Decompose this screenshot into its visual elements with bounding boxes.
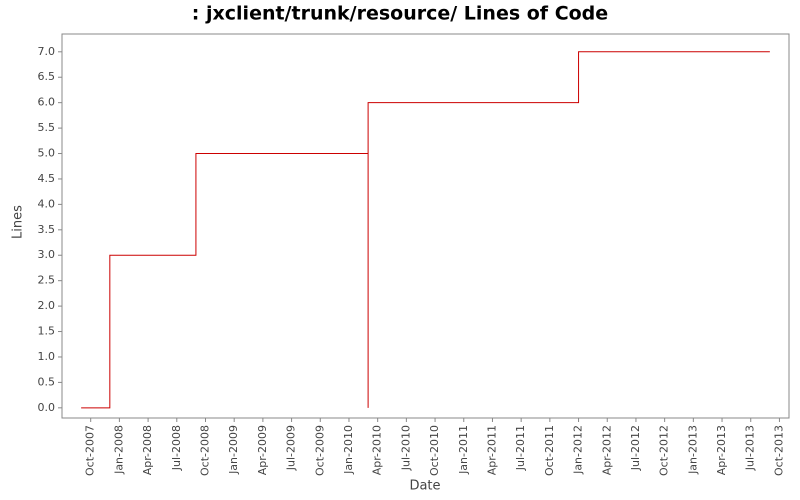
x-tick-label: Oct-2010 <box>428 425 441 476</box>
x-tick-label: Jan-2008 <box>112 425 125 475</box>
y-tick-label: 2.5 <box>38 274 56 287</box>
x-tick-label: Oct-2012 <box>658 425 671 476</box>
x-tick-label: Apr-2013 <box>715 425 728 475</box>
x-tick-label: Apr-2010 <box>371 425 384 475</box>
x-tick-label: Oct-2009 <box>313 425 326 476</box>
plot-area <box>61 33 790 419</box>
y-tick-label: 4.5 <box>38 172 56 185</box>
chart-title: : jxclient/trunk/resource/ Lines of Code <box>192 3 608 25</box>
x-tick-label: Oct-2007 <box>84 425 97 476</box>
y-tick-label: 0.0 <box>38 401 56 414</box>
x-tick-label: Apr-2008 <box>141 425 154 475</box>
x-tick-label: Apr-2009 <box>256 425 269 475</box>
x-tick-label: Jul-2011 <box>514 425 527 471</box>
y-tick-label: 7.0 <box>38 45 56 58</box>
y-tick-label: 3.0 <box>38 248 56 261</box>
y-tick-label: 6.5 <box>38 70 56 83</box>
x-tick-label: Apr-2012 <box>600 425 613 475</box>
y-axis-label: Lines <box>11 205 26 239</box>
x-tick-label: Jul-2008 <box>170 425 183 471</box>
x-tick-label: Oct-2013 <box>772 425 785 476</box>
x-tick-label: Jan-2010 <box>342 425 355 475</box>
x-tick-label: Jan-2013 <box>686 425 699 475</box>
x-tick-label: Jan-2009 <box>227 425 240 475</box>
x-tick-label: Apr-2011 <box>485 425 498 475</box>
x-tick-label: Jan-2012 <box>572 425 585 475</box>
y-tick-label: 5.5 <box>38 121 56 134</box>
y-tick-label: 2.0 <box>38 299 56 312</box>
x-tick-label: Jul-2012 <box>629 425 642 471</box>
y-tick-label: 1.5 <box>38 325 56 338</box>
y-tick-label: 4.0 <box>38 197 56 210</box>
y-tick-label: 5.0 <box>38 147 56 160</box>
y-tick-label: 6.0 <box>38 96 56 109</box>
x-tick-label: Jan-2011 <box>457 425 470 475</box>
x-tick-label: Oct-2011 <box>543 425 556 476</box>
x-tick-label: Jul-2010 <box>399 425 412 471</box>
data-line <box>81 51 770 409</box>
x-axis-label: Date <box>409 479 440 494</box>
x-tick-label: Jul-2009 <box>285 425 298 471</box>
y-tick-label: 1.0 <box>38 350 56 363</box>
x-tick-label: Oct-2008 <box>198 425 211 476</box>
x-tick-label: Jul-2013 <box>744 425 757 471</box>
y-tick-label: 3.5 <box>38 223 56 236</box>
y-tick-label: 0.5 <box>38 375 56 388</box>
